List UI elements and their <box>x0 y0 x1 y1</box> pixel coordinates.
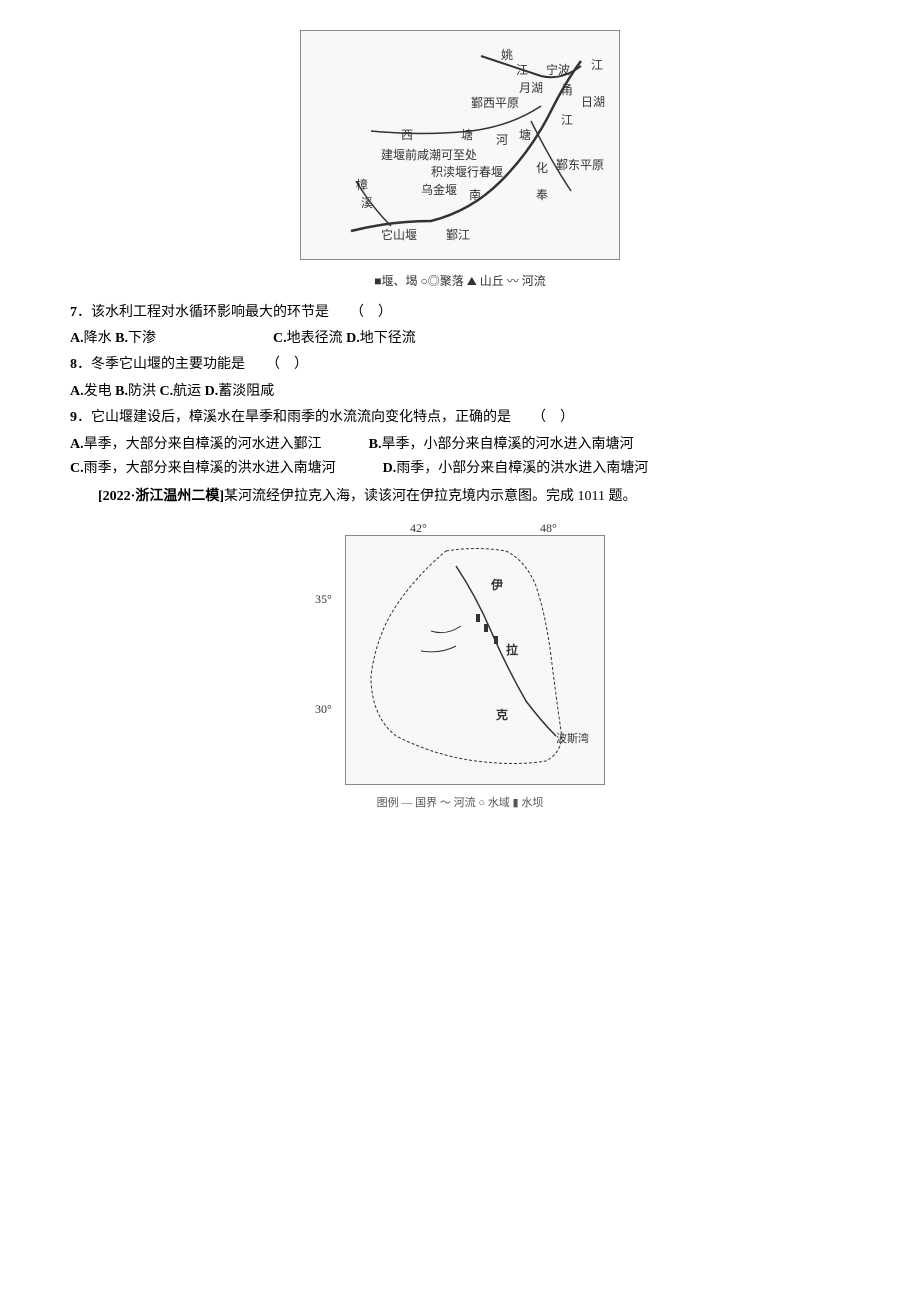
map1-rivers-icon <box>301 31 621 261</box>
option-c-label: C. <box>159 384 173 399</box>
q9-option-a: 旱季，大部分来自樟溪的河水进入鄞江 <box>84 437 322 452</box>
q7-options: A.降水 B.下渗 C.地表径流 D.地下径流 <box>70 328 850 350</box>
map1-figure: 姚 江 宁波 江 月湖 甬 鄞西平原 日湖 江 西 塘 河 塘 建堰前咸潮可至处… <box>300 30 620 260</box>
q7-option-d: 地下径流 <box>360 331 416 346</box>
map2-caption: 图例 — 国界 〜 河流 ○ 水域 ▮ 水坝 <box>70 795 850 813</box>
q9-options-row1: A.旱季，大部分来自樟溪的河水进入鄞江 B.旱季，小部分来自樟溪的河水进入南塘河 <box>70 434 850 456</box>
option-c-label: C. <box>273 331 287 346</box>
option-b-label: B. <box>115 384 128 399</box>
q8-option-c: 航运 <box>173 384 201 399</box>
context2-text: 某河流经伊拉克入海，读该河在伊拉克境内示意图。完成 1011 题。 <box>224 489 636 504</box>
option-a-label: A. <box>70 384 84 399</box>
q7-option-b: 下渗 <box>128 331 156 346</box>
map1-container: 姚 江 宁波 江 月湖 甬 鄞西平原 日湖 江 西 塘 河 塘 建堰前咸潮可至处… <box>70 30 850 292</box>
q9-number: 9 <box>70 410 77 425</box>
q8-option-a: 发电 <box>84 384 112 399</box>
q7-option-a: 降水 <box>84 331 112 346</box>
q7-option-c: 地表径流 <box>287 331 343 346</box>
context2: [2022·浙江温州二模]某河流经伊拉克入海，读该河在伊拉克境内示意图。完成 1… <box>70 486 850 508</box>
q9-stem-text: ．它山堰建设后，樟溪水在旱季和雨季的水流流向变化特点，正确的是 （ ） <box>77 410 574 425</box>
q8-stem-text: ．冬季它山堰的主要功能是 （ ） <box>77 357 308 372</box>
context2-source: [2022·浙江温州二模] <box>98 489 224 504</box>
map2-figure: 伊 拉 克 波斯湾 <box>345 535 605 785</box>
map1-legend: ■堰、堨 ○◎聚落 ⛰ 山丘 〰 河流 <box>70 272 850 291</box>
map2-container: 42° 48° 35° 30° 伊 拉 克 波斯湾 图例 — 国界 〜 河流 ○… <box>70 519 850 813</box>
option-d-label: D. <box>383 461 397 476</box>
q7-number: 7 <box>70 305 77 320</box>
q8-option-d: 蓄淡阻咸 <box>218 384 274 399</box>
option-b-label: B. <box>369 437 382 452</box>
q9-option-b: 旱季，小部分来自樟溪的河水进入南塘河 <box>381 437 633 452</box>
map2-lat-label: 35° <box>315 590 332 609</box>
q7-stem: 7．该水利工程对水循环影响最大的环节是 （ ） <box>70 302 850 324</box>
option-d-label: D. <box>346 331 360 346</box>
map2-outline-icon <box>346 536 606 786</box>
option-a-label: A. <box>70 331 84 346</box>
option-b-label: B. <box>115 331 128 346</box>
q8-option-b: 防洪 <box>128 384 156 399</box>
q9-option-c: 雨季，大部分来自樟溪的洪水进入南塘河 <box>84 461 336 476</box>
q7-stem-text: ．该水利工程对水循环影响最大的环节是 （ ） <box>77 305 392 320</box>
option-c-label: C. <box>70 461 84 476</box>
q8-options: A.发电 B.防洪 C.航运 D.蓄淡阻咸 <box>70 381 850 403</box>
option-d-label: D. <box>205 384 219 399</box>
q9-options-row2: C.雨季，大部分来自樟溪的洪水进入南塘河 D.雨季，小部分来自樟溪的洪水进入南塘… <box>70 458 850 480</box>
option-a-label: A. <box>70 437 84 452</box>
q9-stem: 9．它山堰建设后，樟溪水在旱季和雨季的水流流向变化特点，正确的是 （ ） <box>70 407 850 429</box>
q8-number: 8 <box>70 357 77 372</box>
q9-option-d: 雨季，小部分来自樟溪的洪水进入南塘河 <box>396 461 648 476</box>
map2-lat-label: 30° <box>315 700 332 719</box>
q8-stem: 8．冬季它山堰的主要功能是 （ ） <box>70 354 850 376</box>
